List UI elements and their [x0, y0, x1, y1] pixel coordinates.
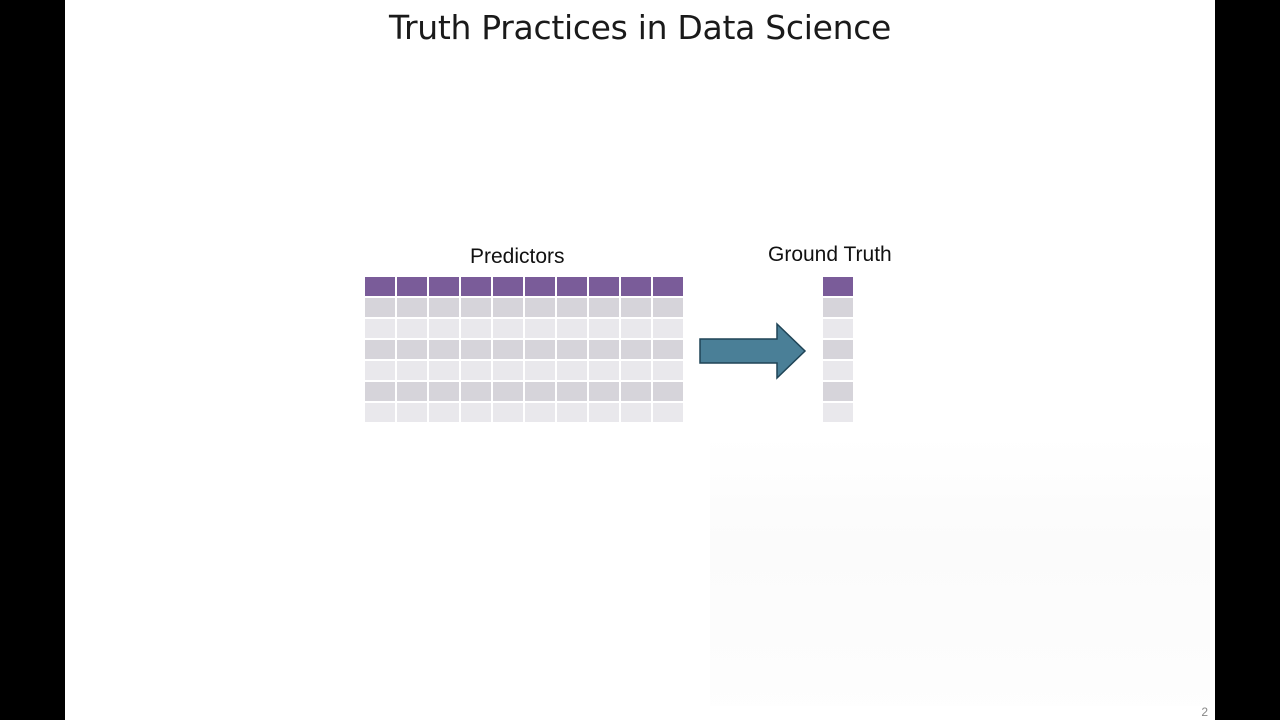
- ground-truth-cell: [823, 319, 855, 340]
- predictors-cell: [557, 403, 589, 424]
- predictors-cell: [589, 298, 621, 319]
- ground-truth-cell: [823, 340, 855, 361]
- predictors-cell: [621, 319, 653, 340]
- predictors-cell: [365, 361, 397, 382]
- predictors-header-cell: [621, 277, 653, 298]
- predictors-cell: [557, 361, 589, 382]
- predictors-cell: [653, 403, 685, 424]
- predictors-cell: [493, 403, 525, 424]
- predictors-cell: [589, 403, 621, 424]
- predictors-cell: [557, 319, 589, 340]
- predictors-cell: [557, 340, 589, 361]
- predictors-header-cell: [461, 277, 493, 298]
- predictors-cell: [365, 298, 397, 319]
- faint-shadow: [710, 436, 1210, 706]
- page-number: 2: [1201, 705, 1208, 719]
- predictors-header-cell: [557, 277, 589, 298]
- predictors-cell: [365, 340, 397, 361]
- predictors-cell: [397, 319, 429, 340]
- predictors-header-cell: [397, 277, 429, 298]
- predictors-cell: [589, 382, 621, 403]
- ground-truth-table: [823, 277, 855, 424]
- predictors-cell: [365, 403, 397, 424]
- predictors-cell: [621, 403, 653, 424]
- predictors-cell: [525, 319, 557, 340]
- predictors-cell: [493, 298, 525, 319]
- ground-truth-cell: [823, 361, 855, 382]
- predictors-cell: [429, 319, 461, 340]
- predictors-header-cell: [525, 277, 557, 298]
- predictors-header-cell: [493, 277, 525, 298]
- predictors-cell: [589, 340, 621, 361]
- predictors-cell: [653, 382, 685, 403]
- predictors-cell: [525, 382, 557, 403]
- ground-truth-cell: [823, 298, 855, 319]
- predictors-cell: [461, 382, 493, 403]
- predictors-cell: [461, 403, 493, 424]
- predictors-header-cell: [589, 277, 621, 298]
- predictors-cell: [557, 382, 589, 403]
- slide-title: Truth Practices in Data Science: [388, 8, 892, 47]
- slide: Truth Practices in Data Science Predicto…: [65, 0, 1215, 720]
- predictors-cell: [429, 340, 461, 361]
- predictors-cell: [365, 382, 397, 403]
- predictors-cell: [397, 361, 429, 382]
- predictors-cell: [429, 361, 461, 382]
- predictors-cell: [493, 340, 525, 361]
- predictors-cell: [493, 361, 525, 382]
- predictors-cell: [461, 340, 493, 361]
- predictors-header-cell: [653, 277, 685, 298]
- predictors-cell: [365, 319, 397, 340]
- predictors-cell: [461, 298, 493, 319]
- predictors-table: [365, 277, 685, 424]
- predictors-cell: [461, 319, 493, 340]
- predictors-cell: [621, 298, 653, 319]
- predictors-cell: [621, 361, 653, 382]
- predictors-label: Predictors: [470, 245, 565, 268]
- predictors-cell: [621, 340, 653, 361]
- predictors-cell: [525, 298, 557, 319]
- predictors-cell: [525, 403, 557, 424]
- ground-truth-header-cell: [823, 277, 855, 298]
- predictors-cell: [557, 298, 589, 319]
- predictors-cell: [653, 340, 685, 361]
- predictors-cell: [493, 382, 525, 403]
- predictors-cell: [653, 361, 685, 382]
- right-arrow-icon: [699, 322, 807, 380]
- predictors-cell: [653, 298, 685, 319]
- predictors-header-cell: [365, 277, 397, 298]
- predictors-cell: [653, 319, 685, 340]
- predictors-cell: [621, 382, 653, 403]
- predictors-cell: [397, 298, 429, 319]
- predictors-cell: [397, 382, 429, 403]
- predictors-cell: [525, 361, 557, 382]
- predictors-cell: [429, 403, 461, 424]
- predictors-cell: [429, 298, 461, 319]
- predictors-cell: [461, 361, 493, 382]
- predictors-cell: [589, 361, 621, 382]
- predictors-header-cell: [429, 277, 461, 298]
- predictors-cell: [397, 403, 429, 424]
- ground-truth-label: Ground Truth: [768, 243, 892, 266]
- predictors-cell: [397, 340, 429, 361]
- ground-truth-cell: [823, 382, 855, 403]
- predictors-cell: [493, 319, 525, 340]
- ground-truth-cell: [823, 403, 855, 424]
- predictors-cell: [429, 382, 461, 403]
- predictors-cell: [525, 340, 557, 361]
- predictors-cell: [589, 319, 621, 340]
